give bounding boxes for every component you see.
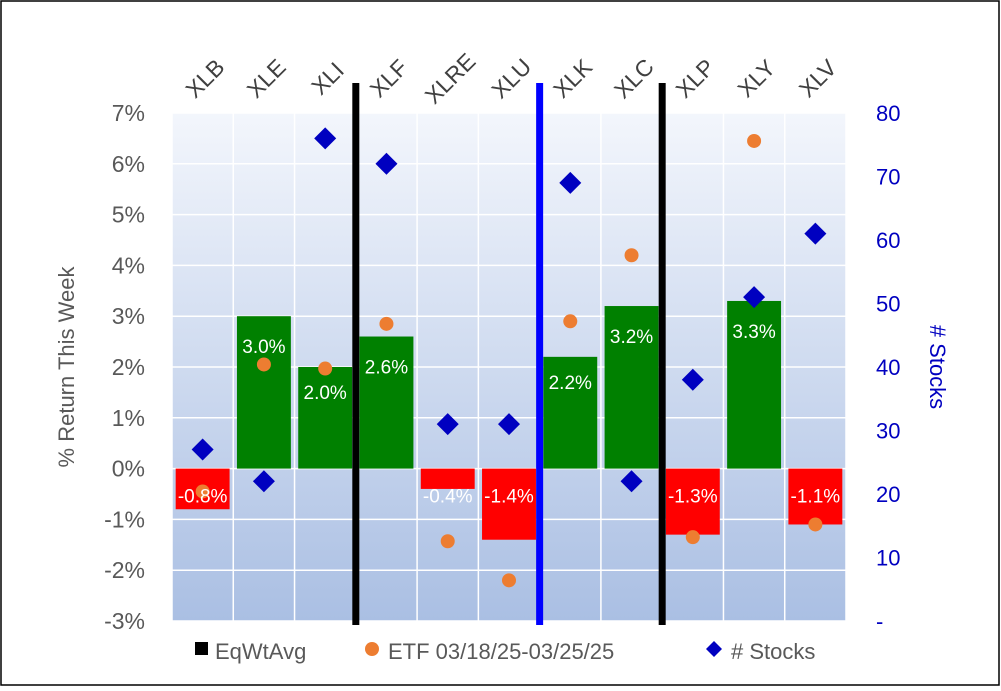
- etf-point-xlk: [563, 314, 578, 329]
- y-tick-label: 0%: [112, 456, 145, 482]
- bar-label-xlv: -1.1%: [791, 487, 841, 508]
- etf-point-xli: [318, 361, 333, 376]
- bar-label-xlf: 2.6%: [365, 358, 408, 379]
- stocks-point-xlk: [559, 171, 582, 194]
- etf-point-xlb: [195, 484, 210, 499]
- legend-etf-label: ETF 03/18/25-03/25/25: [388, 639, 614, 664]
- bar-xlc: [604, 306, 659, 469]
- stocks-point-xlb: [191, 438, 214, 461]
- bar-xlk: [543, 356, 598, 469]
- legend: EqWtAvg ETF 03/18/25-03/25/25 # Stocks: [195, 639, 815, 664]
- bar-label-xlre: -0.4%: [423, 487, 473, 508]
- bar-xli: [298, 367, 353, 469]
- stocks-point-xly: [743, 286, 766, 309]
- etf-point-xlu: [502, 573, 516, 588]
- y-tick-label: -1%: [104, 506, 145, 532]
- y-tick-label: -3%: [104, 608, 145, 634]
- stocks-point-xlc: [620, 470, 643, 493]
- y2-tick-label: 50: [876, 292, 900, 317]
- stocks-point-xlv: [804, 222, 827, 245]
- bar-label-xlp: -1.3%: [668, 487, 718, 508]
- legend-stocks-marker: [706, 641, 722, 657]
- y-tick-label: -2%: [104, 557, 145, 583]
- left-axis-tick-labels: -3% -2% -1% 0% 1% 2% 3% 4% 5% 6% 7%: [104, 100, 145, 634]
- y2-axis-title: # Stocks: [925, 325, 950, 409]
- y2-tick-label: 70: [876, 165, 900, 190]
- y-tick-label: 3%: [112, 303, 145, 329]
- bar-label-xlb: -0.8%: [178, 487, 228, 508]
- bar-xlp: [665, 468, 720, 535]
- etf-point-xle: [256, 357, 271, 372]
- y2-tick-label: -: [876, 609, 883, 634]
- bar-label-xly: 3.3%: [732, 322, 775, 343]
- stocks-point-xlre: [436, 413, 459, 436]
- y-tick-label: 5%: [112, 202, 145, 228]
- stocks-point-xlu: [498, 413, 520, 436]
- bar-label-xle: 3.0%: [242, 337, 285, 358]
- bar-xly: [727, 300, 782, 469]
- group-dividers: [352, 83, 666, 625]
- y-tick-label: 7%: [112, 100, 145, 126]
- etf-point-xlv: [808, 517, 823, 532]
- y-tick-label: 6%: [112, 151, 145, 177]
- bar-data-labels: -0.8% 3.0% 2.0% 2.6% -0.4% -1.4% 2.2% 3.2% -1.3%…: [178, 322, 840, 508]
- stocks-point-xlf: [375, 152, 398, 175]
- bar-xlre: [420, 468, 475, 489]
- y2-tick-label: 80: [876, 101, 900, 126]
- y-axis-title: % Return This Week: [54, 266, 79, 468]
- stocks-point-xlp: [681, 368, 704, 391]
- bar-xle: [236, 316, 291, 469]
- legend-eqwtavg-label: EqWtAvg: [215, 639, 306, 664]
- bar-label-xlu: -1.4%: [484, 487, 534, 508]
- etf-point-xlp: [685, 530, 700, 545]
- bar-xlu: [482, 468, 536, 540]
- etf-point-xlre: [440, 534, 455, 549]
- right-axis-tick-labels: - 10 20 30 40 50 60 70 80: [876, 101, 900, 634]
- bar-label-xlk: 2.2%: [549, 373, 592, 394]
- y2-tick-label: 60: [876, 228, 900, 253]
- bar-xlf: [359, 336, 414, 469]
- bar-label-xli: 2.0%: [304, 383, 347, 404]
- y-tick-label: 4%: [112, 252, 145, 278]
- scatter-series-etf: [195, 133, 823, 588]
- legend-eqwtavg-swatch: [195, 642, 208, 655]
- etf-point-xlc: [624, 248, 639, 263]
- legend-etf-marker: [365, 642, 379, 656]
- bar-xlv: [788, 468, 843, 525]
- bar-label-xlc: 3.2%: [610, 327, 653, 348]
- bar-series-eqwtavg: [175, 300, 843, 540]
- etf-point-xlf: [379, 316, 394, 331]
- etf-point-xly: [747, 133, 762, 148]
- stocks-point-xle: [252, 470, 275, 493]
- y-tick-label: 1%: [112, 405, 145, 431]
- y2-tick-label: 20: [876, 482, 900, 507]
- y2-tick-label: 40: [876, 355, 900, 380]
- scatter-series-stocks: [191, 127, 827, 493]
- y2-tick-label: 30: [876, 419, 900, 444]
- legend-stocks-label: # Stocks: [731, 639, 815, 664]
- y-tick-label: 2%: [112, 354, 145, 380]
- y2-tick-label: 10: [876, 546, 900, 571]
- stocks-point-xli: [314, 127, 337, 150]
